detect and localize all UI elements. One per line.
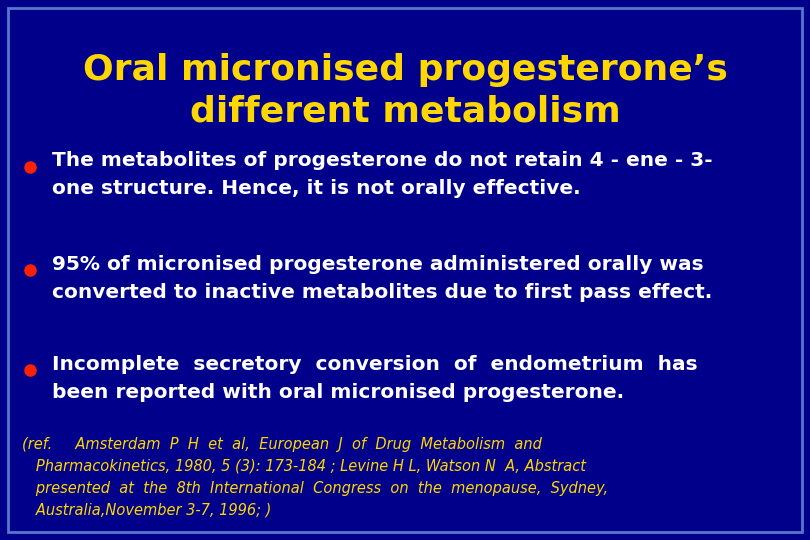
- Text: Oral micronised progesterone’s: Oral micronised progesterone’s: [83, 53, 727, 87]
- Text: 95% of micronised progesterone administered orally was: 95% of micronised progesterone administe…: [52, 254, 704, 273]
- Text: been reported with oral micronised progesterone.: been reported with oral micronised proge…: [52, 382, 625, 402]
- FancyBboxPatch shape: [8, 8, 802, 532]
- Text: different metabolism: different metabolism: [190, 95, 620, 129]
- Text: Australia,November 3-7, 1996; ): Australia,November 3-7, 1996; ): [22, 503, 271, 517]
- Text: Pharmacokinetics, 1980, 5 (3): 173-184 ; Levine H L, Watson N  A, Abstract: Pharmacokinetics, 1980, 5 (3): 173-184 ;…: [22, 458, 586, 474]
- Text: (ref.     Amsterdam  P  H  et  al,  European  J  of  Drug  Metabolism  and: (ref. Amsterdam P H et al, European J of…: [22, 436, 542, 451]
- Text: presented  at  the  8th  International  Congress  on  the  menopause,  Sydney,: presented at the 8th International Congr…: [22, 481, 608, 496]
- Text: Incomplete  secretory  conversion  of  endometrium  has: Incomplete secretory conversion of endom…: [52, 354, 697, 374]
- Text: converted to inactive metabolites due to first pass effect.: converted to inactive metabolites due to…: [52, 282, 712, 301]
- Text: one structure. Hence, it is not orally effective.: one structure. Hence, it is not orally e…: [52, 179, 581, 199]
- Text: The metabolites of progesterone do not retain 4 - ene - 3-: The metabolites of progesterone do not r…: [52, 152, 713, 171]
